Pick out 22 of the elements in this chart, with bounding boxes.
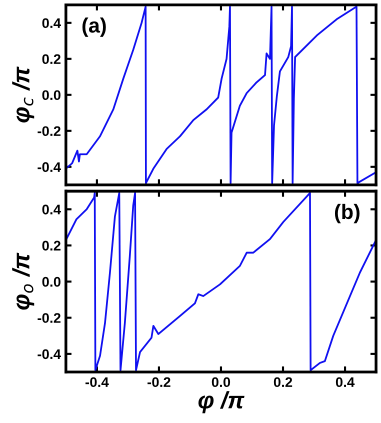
y-tick-label: -0.4 bbox=[38, 349, 61, 360]
x-tick-label: 0.4 bbox=[336, 377, 355, 388]
y-tick-label: -0.2 bbox=[38, 313, 60, 323]
line-series bbox=[66, 192, 376, 372]
y-axis-title: φ$_{c}$ /π bbox=[12, 66, 34, 122]
y-tick-label: 0.4 bbox=[42, 18, 61, 28]
y-tick-label: 0.0 bbox=[42, 276, 60, 287]
x-tick-label: 0.2 bbox=[274, 377, 292, 388]
x-tick-label: 0.0 bbox=[212, 377, 230, 388]
y-tick-label: 0.4 bbox=[42, 204, 61, 214]
y-tick-label: -0.4 bbox=[38, 162, 61, 172]
annotation: (b) bbox=[334, 204, 360, 224]
x-axis-title: φ /π bbox=[198, 391, 244, 414]
y-tick-label: -0.2 bbox=[38, 126, 60, 136]
y-tick-label: 0.2 bbox=[42, 54, 60, 64]
y-tick-label: 0.2 bbox=[42, 240, 60, 251]
x-tick-label: -0.4 bbox=[86, 377, 109, 388]
x-tick-label: -0.2 bbox=[148, 377, 170, 388]
annotation: (a) bbox=[82, 17, 106, 37]
y-axis-title: φ$_{o}$ /π bbox=[12, 252, 34, 310]
line-series bbox=[66, 6, 376, 184]
y-tick-label: 0.0 bbox=[42, 90, 60, 100]
